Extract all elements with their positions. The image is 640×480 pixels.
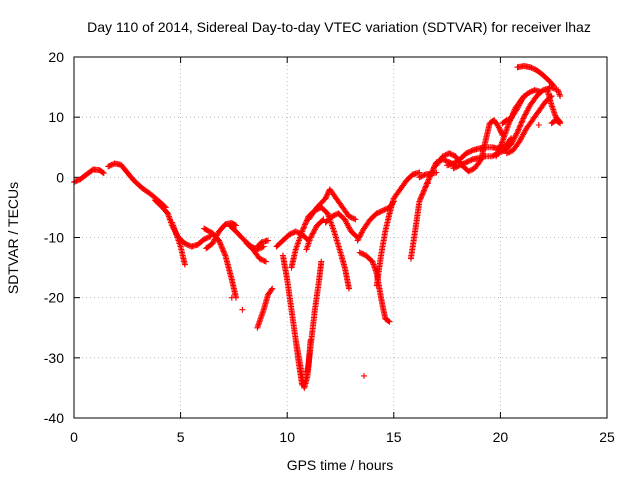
x-tick-label: 0 — [70, 429, 78, 445]
scatter-markers — [71, 63, 564, 391]
y-axis-label: SDTVAR / TECUs — [5, 182, 21, 294]
x-tick-label: 10 — [279, 429, 295, 445]
y-tick-label: 10 — [48, 109, 64, 125]
y-tick-label: -20 — [44, 290, 64, 306]
y-tick-label: -40 — [44, 410, 64, 426]
y-tick-label: -30 — [44, 350, 64, 366]
data-points — [71, 63, 564, 391]
y-tick-label: -10 — [44, 230, 64, 246]
axis-ticks: 0 5 10 15 20 25 20 10 0 -10 -20 -30 -40 — [44, 49, 615, 445]
y-tick-label: 20 — [48, 49, 64, 65]
chart-title: Day 110 of 2014, Sidereal Day-to-day VTE… — [87, 19, 591, 35]
x-tick-label: 15 — [386, 429, 402, 445]
x-axis-label: GPS time / hours — [287, 457, 394, 473]
x-tick-label: 20 — [493, 429, 509, 445]
plot-frame — [73, 56, 608, 419]
x-tick-label: 5 — [177, 429, 185, 445]
y-tick-label: 0 — [56, 169, 64, 185]
grid-lines — [74, 57, 607, 418]
x-tick-label: 25 — [599, 429, 615, 445]
